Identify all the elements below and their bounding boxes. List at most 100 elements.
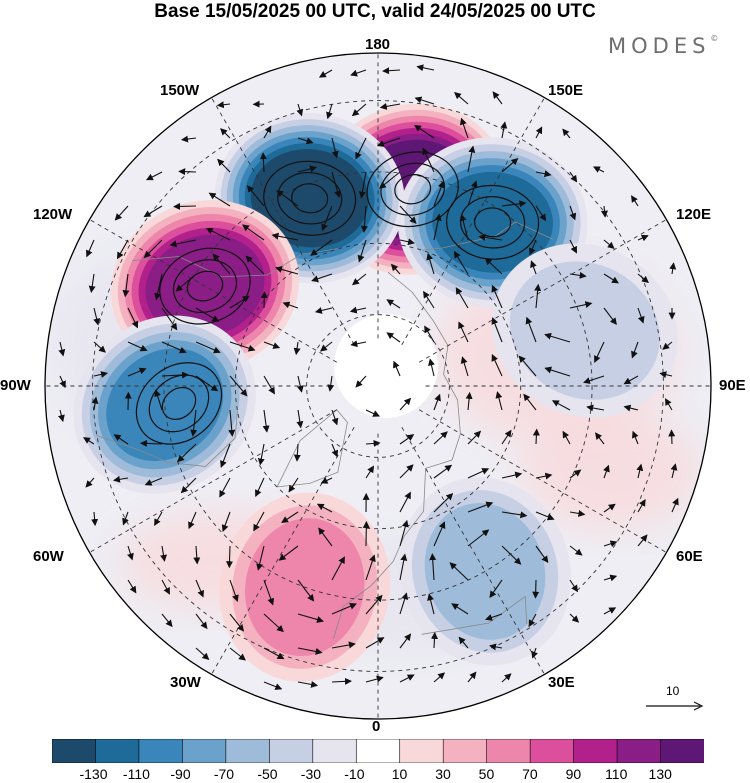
wind-arrow — [637, 534, 648, 547]
wind-arrow — [569, 271, 587, 279]
wind-arrow — [59, 375, 66, 389]
wind-arrow — [331, 603, 357, 615]
wind-arrow — [113, 434, 129, 445]
wind-arrow — [569, 205, 577, 221]
wind-arrow — [495, 391, 503, 411]
wind-arrow — [603, 607, 617, 615]
wind-arrow — [467, 430, 482, 445]
wind-arrow — [562, 128, 571, 139]
map-boundary — [44, 52, 712, 720]
wind-arrow — [489, 579, 503, 599]
wind-arrow — [205, 227, 231, 241]
wind-arrow — [127, 307, 139, 329]
wind-arrow — [532, 428, 540, 445]
wind-arrow — [331, 641, 356, 649]
wind-arrow — [429, 553, 437, 581]
wind-arrow — [351, 103, 367, 117]
wind-arrow — [161, 371, 189, 379]
wind-arrow — [529, 239, 537, 256]
wind-arrow — [422, 147, 435, 173]
wind-arrow — [460, 356, 469, 377]
reference-vector-label: 10 — [666, 684, 680, 698]
wind-arrow — [671, 497, 679, 513]
wind-arrow — [245, 255, 265, 275]
height-contour — [148, 374, 210, 433]
coastline — [333, 271, 461, 640]
colorbar-segment — [399, 739, 445, 763]
wind-arrow — [569, 469, 582, 479]
wind-arrow — [175, 273, 197, 292]
colorbar-tick-label: -130 — [79, 766, 108, 782]
anomaly-background — [520, 410, 701, 531]
wind-arrow — [93, 307, 101, 326]
wind-arrow — [88, 273, 96, 293]
wind-arrow — [193, 545, 201, 565]
wind-arrow — [161, 579, 170, 595]
colorbar-segment — [616, 739, 662, 763]
wind-arrow — [195, 613, 208, 630]
lon-label-150e: 150E — [548, 82, 584, 99]
wind-arrow — [146, 171, 163, 181]
modes-logo: MODES© — [608, 34, 718, 58]
map-title: Base 15/05/2025 00 UTC, valid 24/05/2025… — [154, 1, 596, 22]
height-contour — [366, 151, 459, 228]
wind-arrow — [386, 299, 401, 309]
coastline — [276, 409, 348, 488]
wind-arrow — [263, 579, 275, 606]
wind-arrow — [326, 103, 333, 120]
wind-arrow — [178, 168, 197, 176]
wind-arrow — [177, 443, 197, 463]
wind-arrow — [451, 603, 469, 615]
wind-arrow — [208, 192, 231, 207]
wind-arrow — [501, 511, 528, 519]
wind-arrow — [91, 396, 99, 411]
wind-arrow — [195, 647, 210, 660]
wind-arrow — [331, 171, 341, 198]
colorbar-segment — [573, 739, 618, 763]
wind-arrow — [281, 511, 299, 524]
wind-arrow — [636, 463, 644, 479]
wind-arrow — [365, 594, 383, 615]
wind-arrow — [357, 239, 367, 263]
wind-arrow — [259, 152, 267, 173]
wind-arrow — [127, 341, 148, 352]
colorbar-tick-label: -30 — [300, 766, 322, 782]
wind-arrow — [229, 341, 256, 352]
wind-arrow — [569, 171, 578, 183]
anomaly-contour-fill — [250, 149, 369, 248]
colorbar-segment — [312, 739, 358, 763]
wind-arrow — [220, 128, 231, 139]
copyright-mark: © — [710, 34, 719, 43]
wind-arrow — [117, 239, 129, 260]
wind-arrow — [467, 468, 490, 479]
wind-arrow — [195, 579, 204, 598]
colorbar — [52, 739, 704, 763]
wind-arrow — [523, 393, 537, 411]
wind-arrow — [460, 117, 469, 139]
wind-arrow — [91, 511, 99, 527]
wind-arrow — [296, 409, 304, 429]
wind-arrow — [263, 613, 284, 633]
wind-arrow — [331, 443, 339, 458]
wind-arrow — [659, 371, 673, 379]
latitude-circle — [234, 242, 522, 530]
wind-arrow — [535, 205, 547, 222]
wind-arrow — [229, 579, 239, 603]
latitude-circle — [92, 100, 664, 672]
wind-arrow — [428, 358, 435, 377]
wind-arrow — [532, 579, 540, 599]
wind-arrow — [331, 677, 352, 685]
wind-arrow — [669, 262, 677, 275]
wind-arrow — [379, 102, 401, 110]
wind-arrow — [433, 431, 448, 445]
wind-arrow — [459, 213, 469, 241]
lon-label-0: 0 — [372, 718, 381, 735]
wind-arrow — [58, 341, 66, 357]
lon-label-90e: 90E — [719, 377, 746, 394]
wind-arrow — [293, 443, 301, 462]
wind-arrow — [544, 366, 571, 377]
wind-arrow — [229, 375, 248, 397]
wind-arrow — [225, 545, 233, 569]
wind-arrow — [365, 409, 381, 417]
wind-arrow — [318, 69, 333, 78]
